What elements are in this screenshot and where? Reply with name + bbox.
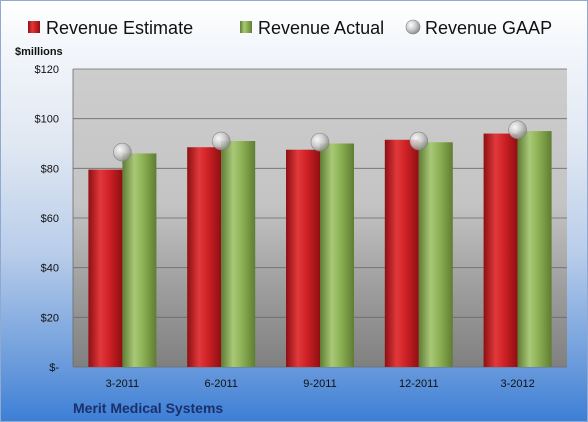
bar-revenue-actual [517,131,552,367]
legend-label: Revenue Actual [258,18,384,38]
bar-revenue-estimate [88,169,123,367]
y-tick-label: $80 [41,163,59,175]
y-axis-unit-label: $millions [15,46,63,58]
x-axis-ticks: 3-2011 6-2011 9-2011 12-2011 3-2012 [106,378,535,390]
gaap-marker [310,132,330,152]
gaap-marker [113,142,132,162]
gaap-marker [409,131,429,151]
bar-revenue-actual [418,142,453,367]
company-name: Merit Medical Systems [73,400,223,416]
bar-revenue-estimate [384,139,419,367]
gaap-markers [113,120,527,162]
bar-revenue-actual [122,153,157,367]
x-tick-label: 9-2011 [303,378,336,390]
x-tick-label: 12-2011 [399,378,439,390]
legend-swatch [405,19,421,35]
bars [88,131,552,367]
bar-revenue-estimate [187,147,222,367]
x-tick-label: 3-2012 [500,378,534,390]
x-tick-label: 3-2011 [106,378,139,390]
y-tick-label: $- [49,362,59,374]
y-axis-ticks: $- $20 $40 $60 $80 $100 $120 [35,64,60,374]
legend-label: Revenue Estimate [46,18,193,38]
y-tick-label: $20 [41,312,59,324]
y-tick-label: $60 [41,213,59,225]
bar-revenue-actual [320,143,354,367]
legend-swatch [240,21,252,33]
bar-revenue-estimate [483,133,518,367]
y-tick-label: $100 [35,114,59,126]
legend-swatch [28,21,40,33]
gaap-marker [508,120,527,140]
y-tick-label: $40 [41,263,59,275]
y-tick-label: $120 [35,64,59,76]
bar-revenue-estimate [286,149,320,367]
legend-label: Revenue GAAP [425,18,552,38]
x-tick-label: 6-2011 [204,378,237,390]
bar-revenue-actual [221,141,256,367]
legend: Revenue Estimate Revenue Actual Revenue GA… [28,18,552,38]
gaap-marker [211,131,231,151]
